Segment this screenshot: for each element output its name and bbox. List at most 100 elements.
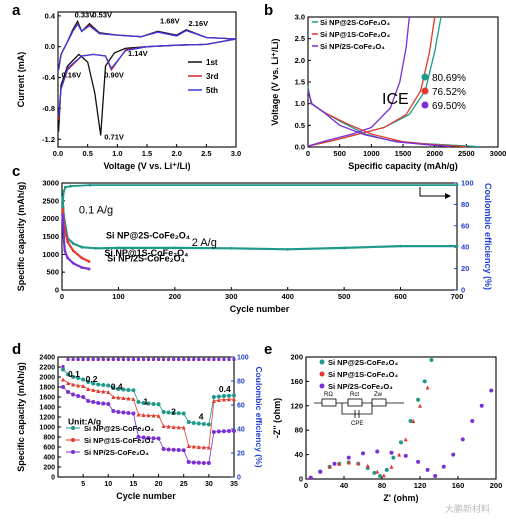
y2-tick-label: 20 [237, 451, 245, 458]
y-tick-label: 1200 [39, 415, 55, 422]
y-tick-label: 80 [295, 426, 303, 435]
y-tick-label: -0.4 [42, 73, 56, 82]
rate-point [136, 400, 141, 404]
rate-ce-point [66, 357, 70, 361]
cycling-point [399, 244, 402, 248]
legend-label: Si NP@1S-CoFe₂O₄ [328, 370, 398, 379]
rate-ce-point [81, 357, 85, 361]
y-tick-label: 0.5 [295, 121, 305, 130]
y2-tick-label: 100 [237, 355, 249, 362]
rate-ce-point [217, 357, 221, 361]
rate-point [216, 394, 221, 399]
rate-ce-point [71, 357, 75, 361]
rate-point [151, 413, 156, 418]
rate-point [101, 401, 106, 406]
rate-ce-point [146, 357, 151, 361]
eis-point [425, 385, 430, 390]
cycling-series [61, 197, 457, 251]
ice-marker [421, 73, 429, 81]
x-tick-label: 30 [205, 481, 213, 488]
rate-ce-point [212, 357, 216, 361]
cycling-point [71, 261, 75, 265]
y2-tick-label: 0 [237, 475, 241, 482]
rate-point [91, 388, 96, 392]
x-axis-label: Cycle number [230, 304, 290, 314]
x-tick-label: 500 [333, 149, 346, 158]
y-tick-label: 500 [46, 268, 59, 277]
legend-label: 3rd [206, 72, 219, 81]
cycling-point [63, 185, 67, 189]
y2-tick-label: 0 [461, 286, 465, 295]
x-tick-label: 80 [378, 481, 386, 490]
rate-point [221, 429, 226, 434]
rate-point [121, 396, 126, 400]
cycling-point [88, 183, 92, 187]
rate-label: 0.2 [86, 374, 98, 384]
cycling-point [71, 249, 75, 253]
eis-point [308, 475, 313, 480]
circuit-zw [371, 398, 387, 407]
rate-point [116, 410, 121, 414]
panel-letter-d: d [12, 341, 21, 358]
rate-point [116, 387, 121, 391]
cycling-point [80, 256, 84, 260]
circuit-branch [341, 403, 373, 415]
y2-tick-label: 40 [461, 243, 469, 252]
x-axis-label: Z' (ohm) [383, 493, 418, 503]
rate-point [131, 388, 136, 393]
unit-label: Unit:A/g [68, 417, 101, 427]
peak-annotation: 0.90V [104, 71, 124, 80]
rate-point [71, 375, 76, 379]
rate-point [186, 420, 191, 424]
rate-ce-point [121, 357, 125, 361]
panel-e: 0 40 80 120 160 200 0 40 80 120 160 200 Z' (ohm) -Z''… [272, 353, 502, 504]
rate-ce-point [86, 357, 90, 361]
y-tick-label: 40 [295, 450, 303, 459]
cycling-annotation: 0.1 A/g [79, 204, 113, 216]
y2-axis-label: Coulombic efficiency (%) [483, 183, 493, 290]
y-tick-label: 1000 [42, 250, 59, 259]
x-tick-label: 2.0 [171, 149, 181, 158]
rate-ce-point [222, 357, 226, 361]
rate-ce-point [187, 357, 191, 361]
legend-label: Si NP@2S-CoFe₂O₄ [320, 18, 390, 27]
legend-label: 1st [206, 58, 218, 67]
rate-point [156, 413, 161, 418]
rate-point [196, 460, 201, 465]
ice-label: ICE [382, 91, 409, 108]
eis-point [361, 451, 365, 456]
rate-ce-point [197, 357, 201, 361]
cycling-point [173, 246, 177, 250]
eis-point [375, 449, 380, 454]
rate-point [186, 444, 191, 448]
cycling-point [80, 245, 84, 249]
x-tick-label: 0 [304, 481, 308, 490]
rate-point [156, 436, 161, 441]
rate-ce-point [151, 357, 156, 361]
eis-point [365, 463, 370, 468]
rate-point [151, 402, 156, 406]
x-tick-label: 40 [340, 481, 348, 490]
rate-point [91, 400, 96, 404]
y-tick-label: 1.5 [295, 78, 305, 87]
y-tick-label: 2200 [39, 365, 55, 372]
x-tick-label: 200 [490, 481, 503, 490]
x-tick-label: 15 [130, 481, 138, 488]
rate-point [171, 447, 176, 452]
x-tick-label: 0 [60, 292, 64, 301]
rate-point [126, 396, 131, 401]
rate-point [216, 429, 221, 434]
cycling-annotation: Si NP/2S-CoFe₂O₄ [107, 253, 185, 263]
rate-point [81, 384, 86, 388]
cycling-point [229, 246, 233, 250]
eis-point [381, 473, 386, 478]
ice-value: 69.50% [432, 101, 466, 112]
rate-point [86, 399, 91, 403]
y2-tick-label: 100 [461, 179, 474, 188]
rate-ce-point [126, 357, 130, 361]
y-tick-label: 2000 [39, 375, 55, 382]
legend-marker [71, 438, 75, 442]
charge-curve [307, 16, 436, 147]
rate-point [101, 389, 106, 394]
cycling-point [80, 266, 84, 269]
